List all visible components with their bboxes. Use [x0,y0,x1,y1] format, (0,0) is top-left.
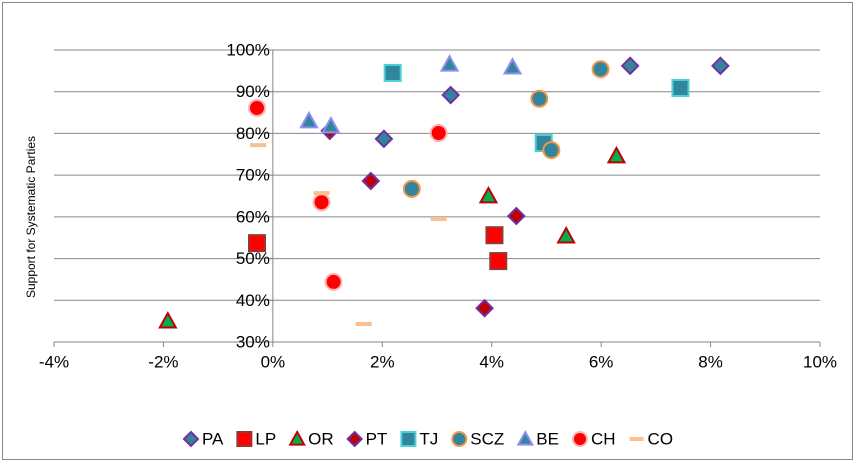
point [620,56,640,76]
legend-marker [400,431,417,447]
point [312,193,331,212]
point [429,124,448,143]
legend-marker [629,437,644,441]
point [441,85,461,105]
point [591,60,610,79]
point [247,98,266,117]
x-tick-label: 0% [261,352,286,371]
y-tick-label: 40% [236,291,270,310]
point [485,226,504,245]
y-tick-label: 80% [236,124,270,143]
point [711,56,730,76]
legend-item: CO [629,429,674,448]
legend-marker [346,430,364,448]
point [556,225,576,244]
point [530,89,549,108]
point [402,179,421,198]
y-tick-label: 60% [236,207,270,226]
legend-marker [516,429,534,446]
point [247,234,266,253]
x-tick-label: 8% [698,352,723,371]
point [321,115,341,134]
legend-label: LP [255,429,276,448]
y-tick-label: 50% [236,249,270,268]
point [606,145,627,164]
point [506,206,526,226]
point [313,191,330,196]
point [324,272,343,291]
legend-label: PA [202,429,224,448]
point [299,110,319,129]
point [355,322,372,327]
point [475,298,495,318]
point [502,57,523,75]
legend-item: LP [236,429,276,448]
point [478,185,499,204]
y-tick-label: 70% [236,166,270,185]
point [250,143,267,148]
legend-item: TJ [400,429,438,448]
x-tick-label: 6% [589,352,614,371]
legend-label: CH [591,429,616,448]
x-tick-label: -2% [148,352,178,371]
legend-marker [571,431,588,447]
point [489,252,508,271]
legend-item: PA [182,429,224,448]
point [158,311,178,329]
x-tick-label: 10% [803,352,837,371]
point [542,141,561,160]
legend-item: PT [346,429,388,448]
legend-marker [451,431,468,447]
legend-label: OR [308,429,334,448]
point [430,216,447,221]
legend-label: SCZ [470,429,504,448]
legend-item: SCZ [451,429,504,448]
legend-label: BE [536,429,559,448]
legend-label: TJ [419,429,438,448]
legend-marker [182,430,200,448]
y-axis-title: Support for Systematic Parties [24,136,38,298]
y-tick-label: 90% [236,82,270,101]
x-tick-label: -4% [39,352,69,371]
point [671,78,690,97]
point [383,63,402,82]
legend-marker [288,429,306,446]
legend-item: OR [288,429,334,448]
y-tick-label: 30% [236,332,270,351]
legend: PA LP OR PT TJ SCZ BE CH CO [182,429,674,448]
x-tick-label: 4% [479,352,504,371]
point [361,171,381,191]
point [439,54,460,72]
x-tick-label: 2% [370,352,395,371]
legend-label: PT [366,429,388,448]
legend-label: CO [648,429,674,448]
legend-item: BE [516,429,559,448]
y-tick-label: 100% [226,40,269,59]
point [374,129,394,149]
legend-item: CH [571,429,616,448]
legend-marker [236,431,253,447]
